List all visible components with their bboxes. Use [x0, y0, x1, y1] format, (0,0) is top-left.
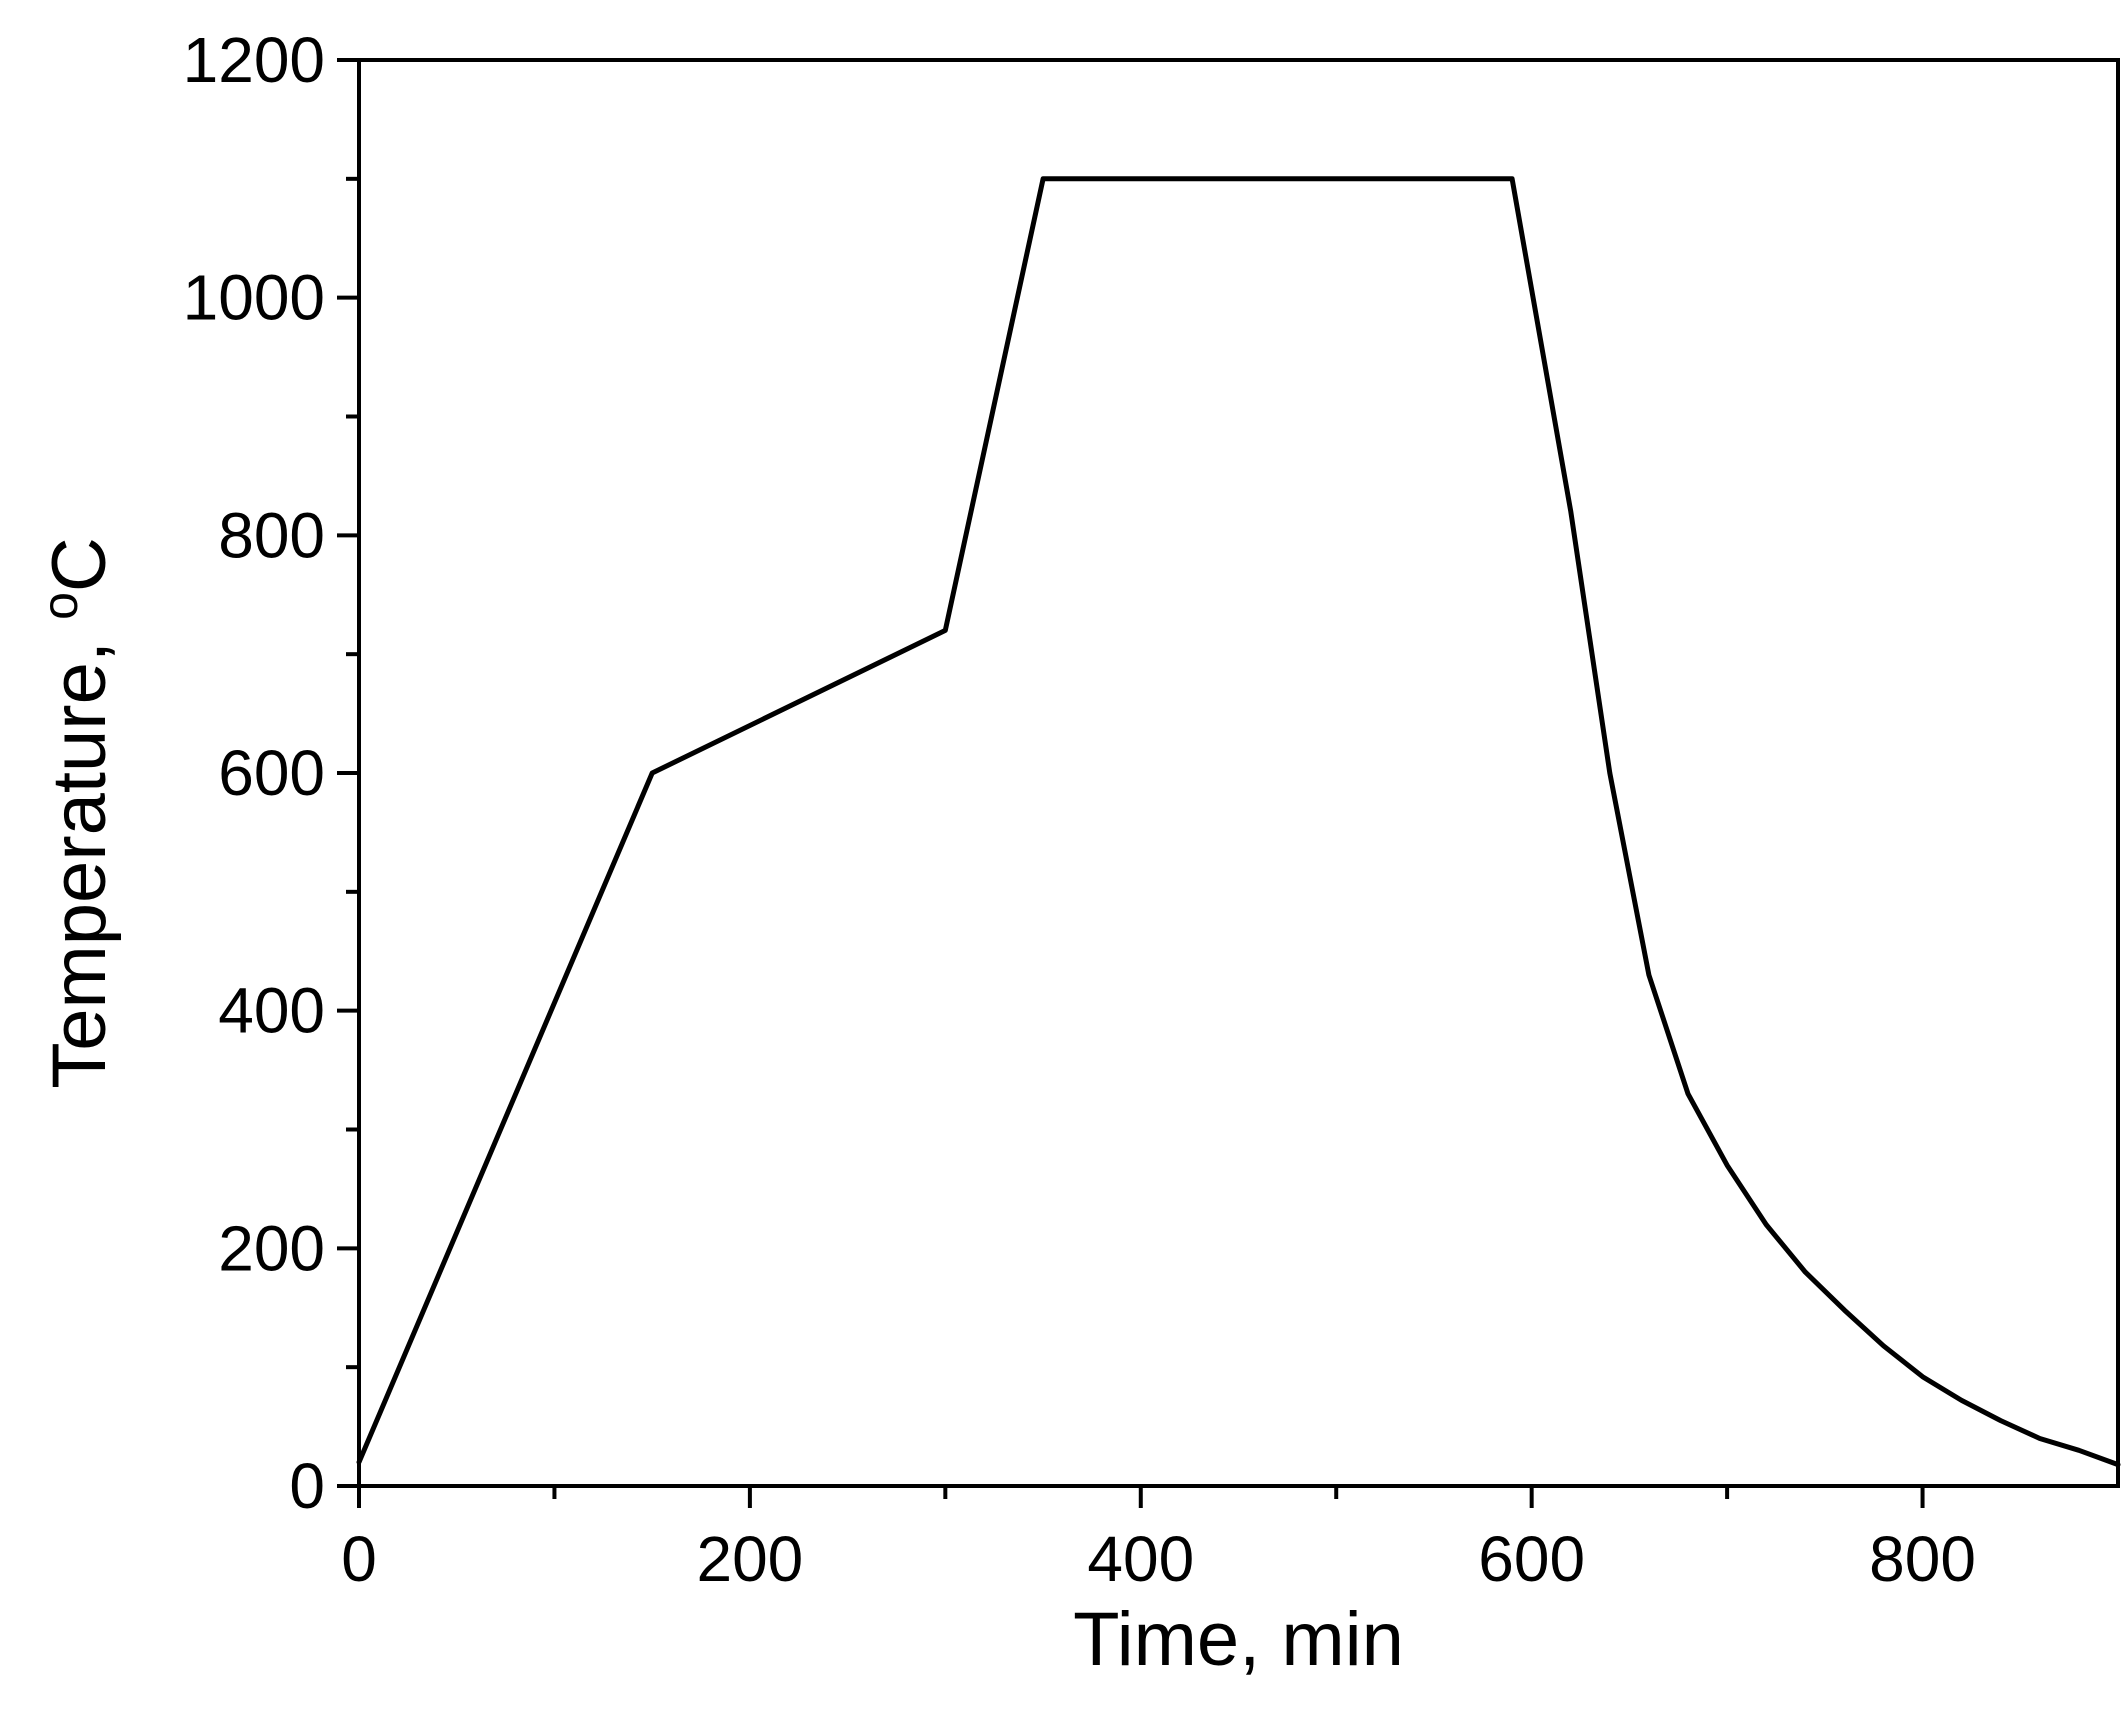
plot-frame: [357, 58, 2120, 1488]
y-axis-title-unit: C: [37, 537, 122, 592]
y-tick-label: 800: [218, 499, 325, 571]
y-axis-title-degree: o: [32, 592, 88, 620]
y-axis-title-text: Temperature,: [37, 620, 122, 1089]
x-tick-label: 200: [696, 1523, 803, 1595]
y-tick-label: 1200: [183, 24, 325, 96]
x-tick-label: 600: [1478, 1523, 1585, 1595]
y-tick-label: 0: [289, 1450, 325, 1522]
minor-ticks: [346, 176, 1730, 1499]
temperature-line: [356, 176, 2121, 1468]
x-axis-title: Time, min: [1073, 1597, 1404, 1682]
y-axis-title: Temperature, oC: [32, 537, 122, 1089]
y-tick-label: 400: [218, 975, 325, 1047]
x-tick-label: 800: [1869, 1523, 1976, 1595]
y-tick-label: 200: [218, 1212, 325, 1284]
x-tick-label: 400: [1087, 1523, 1194, 1595]
x-tick-labels: 0 200 400 600 800: [341, 1523, 1976, 1595]
y-tick-label: 600: [218, 737, 325, 809]
y-tick-label: 1000: [183, 262, 325, 334]
major-ticks: [337, 58, 1925, 1508]
y-tick-labels: 0 200 400 600 800 1000 1200: [183, 24, 325, 1522]
x-tick-label: 0: [341, 1523, 377, 1595]
